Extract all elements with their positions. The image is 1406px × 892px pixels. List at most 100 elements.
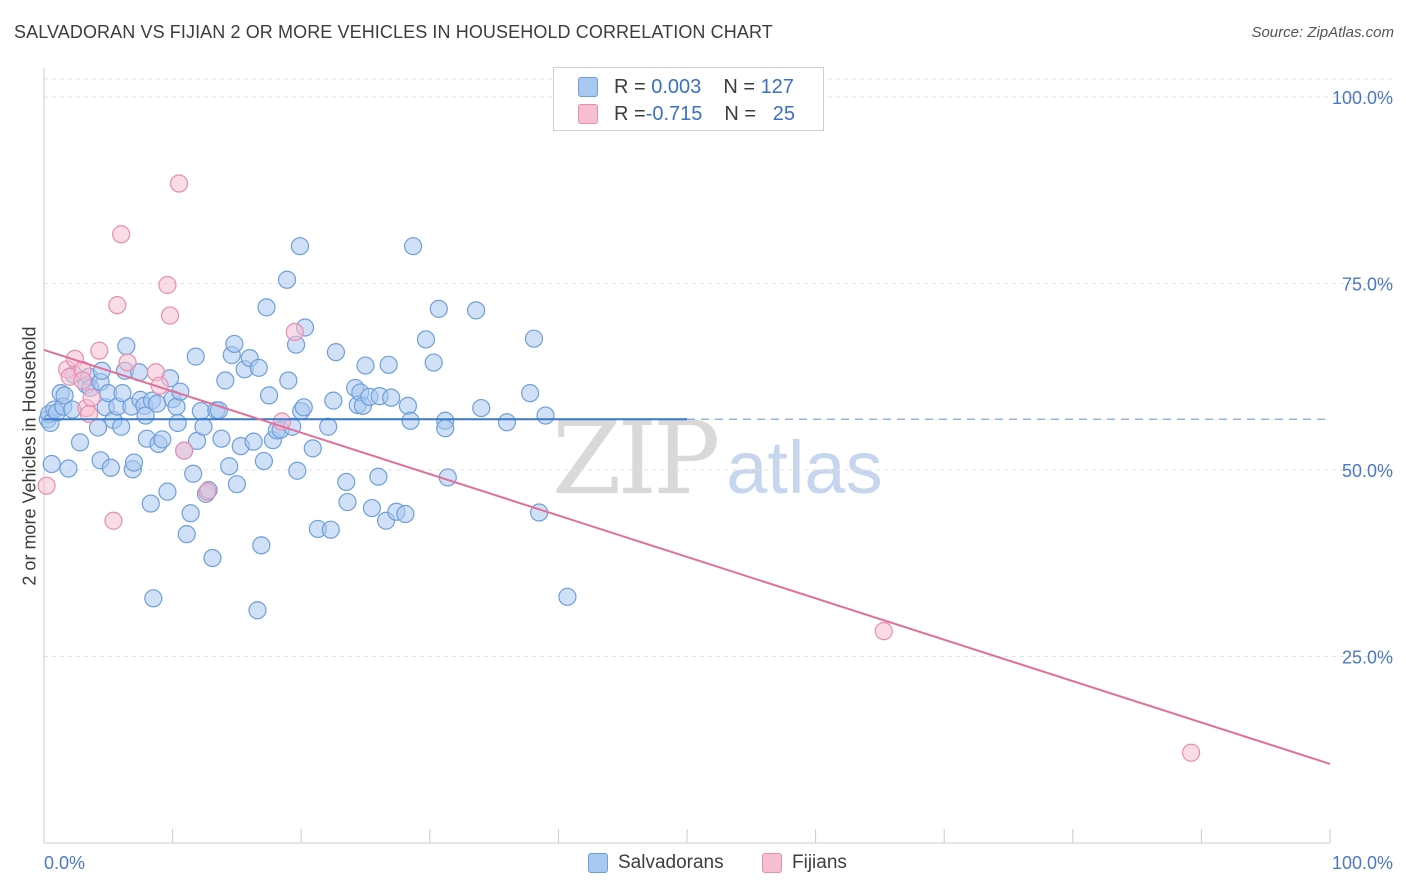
- fijian-point: [90, 341, 109, 360]
- legend-row-salvadorans: R = 0.003 N = 127: [578, 74, 794, 100]
- y-tick-label: 25.0%: [1342, 648, 1393, 668]
- bottom-legend-fijians: Fijians: [762, 852, 847, 874]
- legend-swatch-salvadorans: [578, 77, 598, 97]
- salvadoran-point: [55, 386, 74, 405]
- salvadoran-point: [379, 355, 398, 374]
- salvadoran-point: [416, 330, 436, 349]
- fijian-point: [874, 622, 893, 641]
- salvadoran-point: [356, 356, 375, 375]
- fijian-point: [37, 476, 56, 495]
- salvadoran-point: [424, 353, 443, 372]
- fijian-point: [175, 441, 194, 460]
- axes: [43, 68, 1331, 844]
- salvadoran-point: [216, 371, 235, 390]
- bottom-legend-swatch-fijians: [762, 853, 782, 873]
- y-tick-label: 50.0%: [1342, 461, 1393, 481]
- salvadoran-point: [244, 432, 263, 451]
- salvadoran-point: [227, 475, 246, 494]
- salvadoran-point: [112, 417, 131, 436]
- legend-row-fijians: R = -0.715 N = 25: [578, 101, 795, 127]
- salvadoran-point: [144, 589, 163, 608]
- salvadoran-point: [497, 413, 517, 432]
- bottom-legend-salvadorans: Salvadorans: [588, 852, 724, 874]
- bottom-legend-label-fijians: Fijians: [792, 852, 847, 873]
- y-tick-label: 75.0%: [1342, 275, 1393, 295]
- salvadoran-point: [524, 329, 544, 348]
- salvadoran-point: [279, 371, 298, 390]
- legend-n-value: 127: [760, 75, 794, 98]
- legend-n-label: N =: [723, 75, 755, 98]
- y-tick-label: 100.0%: [1332, 88, 1393, 108]
- source-credit: Source: ZipAtlas.com: [1251, 24, 1394, 41]
- x-tick-label: 0.0%: [44, 853, 85, 873]
- legend-r-value: 0.003: [651, 75, 702, 98]
- fijian-point: [108, 296, 127, 315]
- salvadoran-point: [290, 237, 310, 256]
- salvadoran-point: [324, 391, 343, 410]
- salvadoran-point: [466, 301, 486, 320]
- salvadoran-point: [167, 397, 186, 416]
- salvadoran-point: [225, 334, 244, 354]
- salvadoran-point: [259, 386, 279, 405]
- legend-n-value: 25: [772, 102, 796, 125]
- salvadoran-point: [521, 384, 540, 403]
- salvadoran-point: [319, 417, 338, 436]
- salvadoran-point: [101, 458, 120, 477]
- salvadoran-point: [369, 467, 388, 486]
- fijian-point: [285, 322, 304, 342]
- chart-title: SALVADORAN VS FIJIAN 2 OR MORE VEHICLES …: [14, 22, 773, 42]
- salvadoran-point: [184, 464, 203, 483]
- x-tick-label: 100.0%: [1332, 853, 1393, 873]
- salvadoran-point: [124, 453, 144, 472]
- salvadoran-point: [338, 492, 357, 512]
- legend-r-label: R =: [614, 75, 646, 98]
- legend-r-value: -0.715: [645, 102, 703, 125]
- salvadoran-point: [177, 525, 196, 544]
- salvadoran-point: [403, 237, 423, 256]
- salvadoran-point: [248, 601, 267, 620]
- fijian-point: [150, 376, 169, 395]
- fijian-point: [198, 482, 217, 501]
- legend-n-label: N =: [724, 102, 757, 125]
- fijian-point: [1182, 743, 1201, 762]
- salvadoran-point: [382, 388, 401, 407]
- salvadoran-point: [536, 406, 555, 425]
- salvadoran-point: [141, 494, 160, 513]
- bottom-legend-label-salvadorans: Salvadorans: [618, 852, 724, 873]
- salvadoran-point: [153, 430, 172, 449]
- salvadoran-point: [362, 498, 382, 518]
- salvadoran-point: [472, 398, 491, 418]
- fijian-point: [73, 371, 92, 390]
- fijian-point: [104, 511, 123, 530]
- bottom-legend-swatch-salvadorans: [588, 853, 608, 873]
- salvadoran-point: [59, 459, 78, 478]
- salvadoran-point: [396, 504, 415, 524]
- fijian-point: [112, 225, 131, 244]
- salvadoran-point: [113, 384, 132, 403]
- salvadoran-point: [257, 298, 276, 317]
- salvadoran-point: [398, 396, 418, 415]
- fijian-point: [158, 275, 177, 295]
- salvadoran-point: [436, 419, 455, 438]
- salvadoran-point: [181, 504, 200, 523]
- salvadoran-point: [194, 417, 213, 436]
- fijian-point: [82, 388, 101, 407]
- salvadoran-point: [326, 343, 346, 362]
- salvadoran-point: [429, 299, 448, 318]
- salvadoran-point: [117, 337, 136, 356]
- salvadoran-point: [303, 439, 322, 458]
- salvadoran-point: [558, 587, 577, 606]
- salvadoran-point: [254, 451, 274, 471]
- salvadoran-point: [252, 536, 271, 555]
- salvadoran-point: [337, 472, 356, 492]
- salvadoran-point: [294, 398, 313, 417]
- data-points: [37, 174, 1201, 762]
- fijian-point: [118, 353, 137, 372]
- fijian-point: [160, 306, 180, 325]
- salvadoran-point: [220, 457, 239, 476]
- fijian-point: [169, 174, 189, 193]
- salvadoran-point: [191, 401, 210, 421]
- salvadoran-point: [401, 411, 420, 430]
- salvadoran-point: [288, 461, 307, 480]
